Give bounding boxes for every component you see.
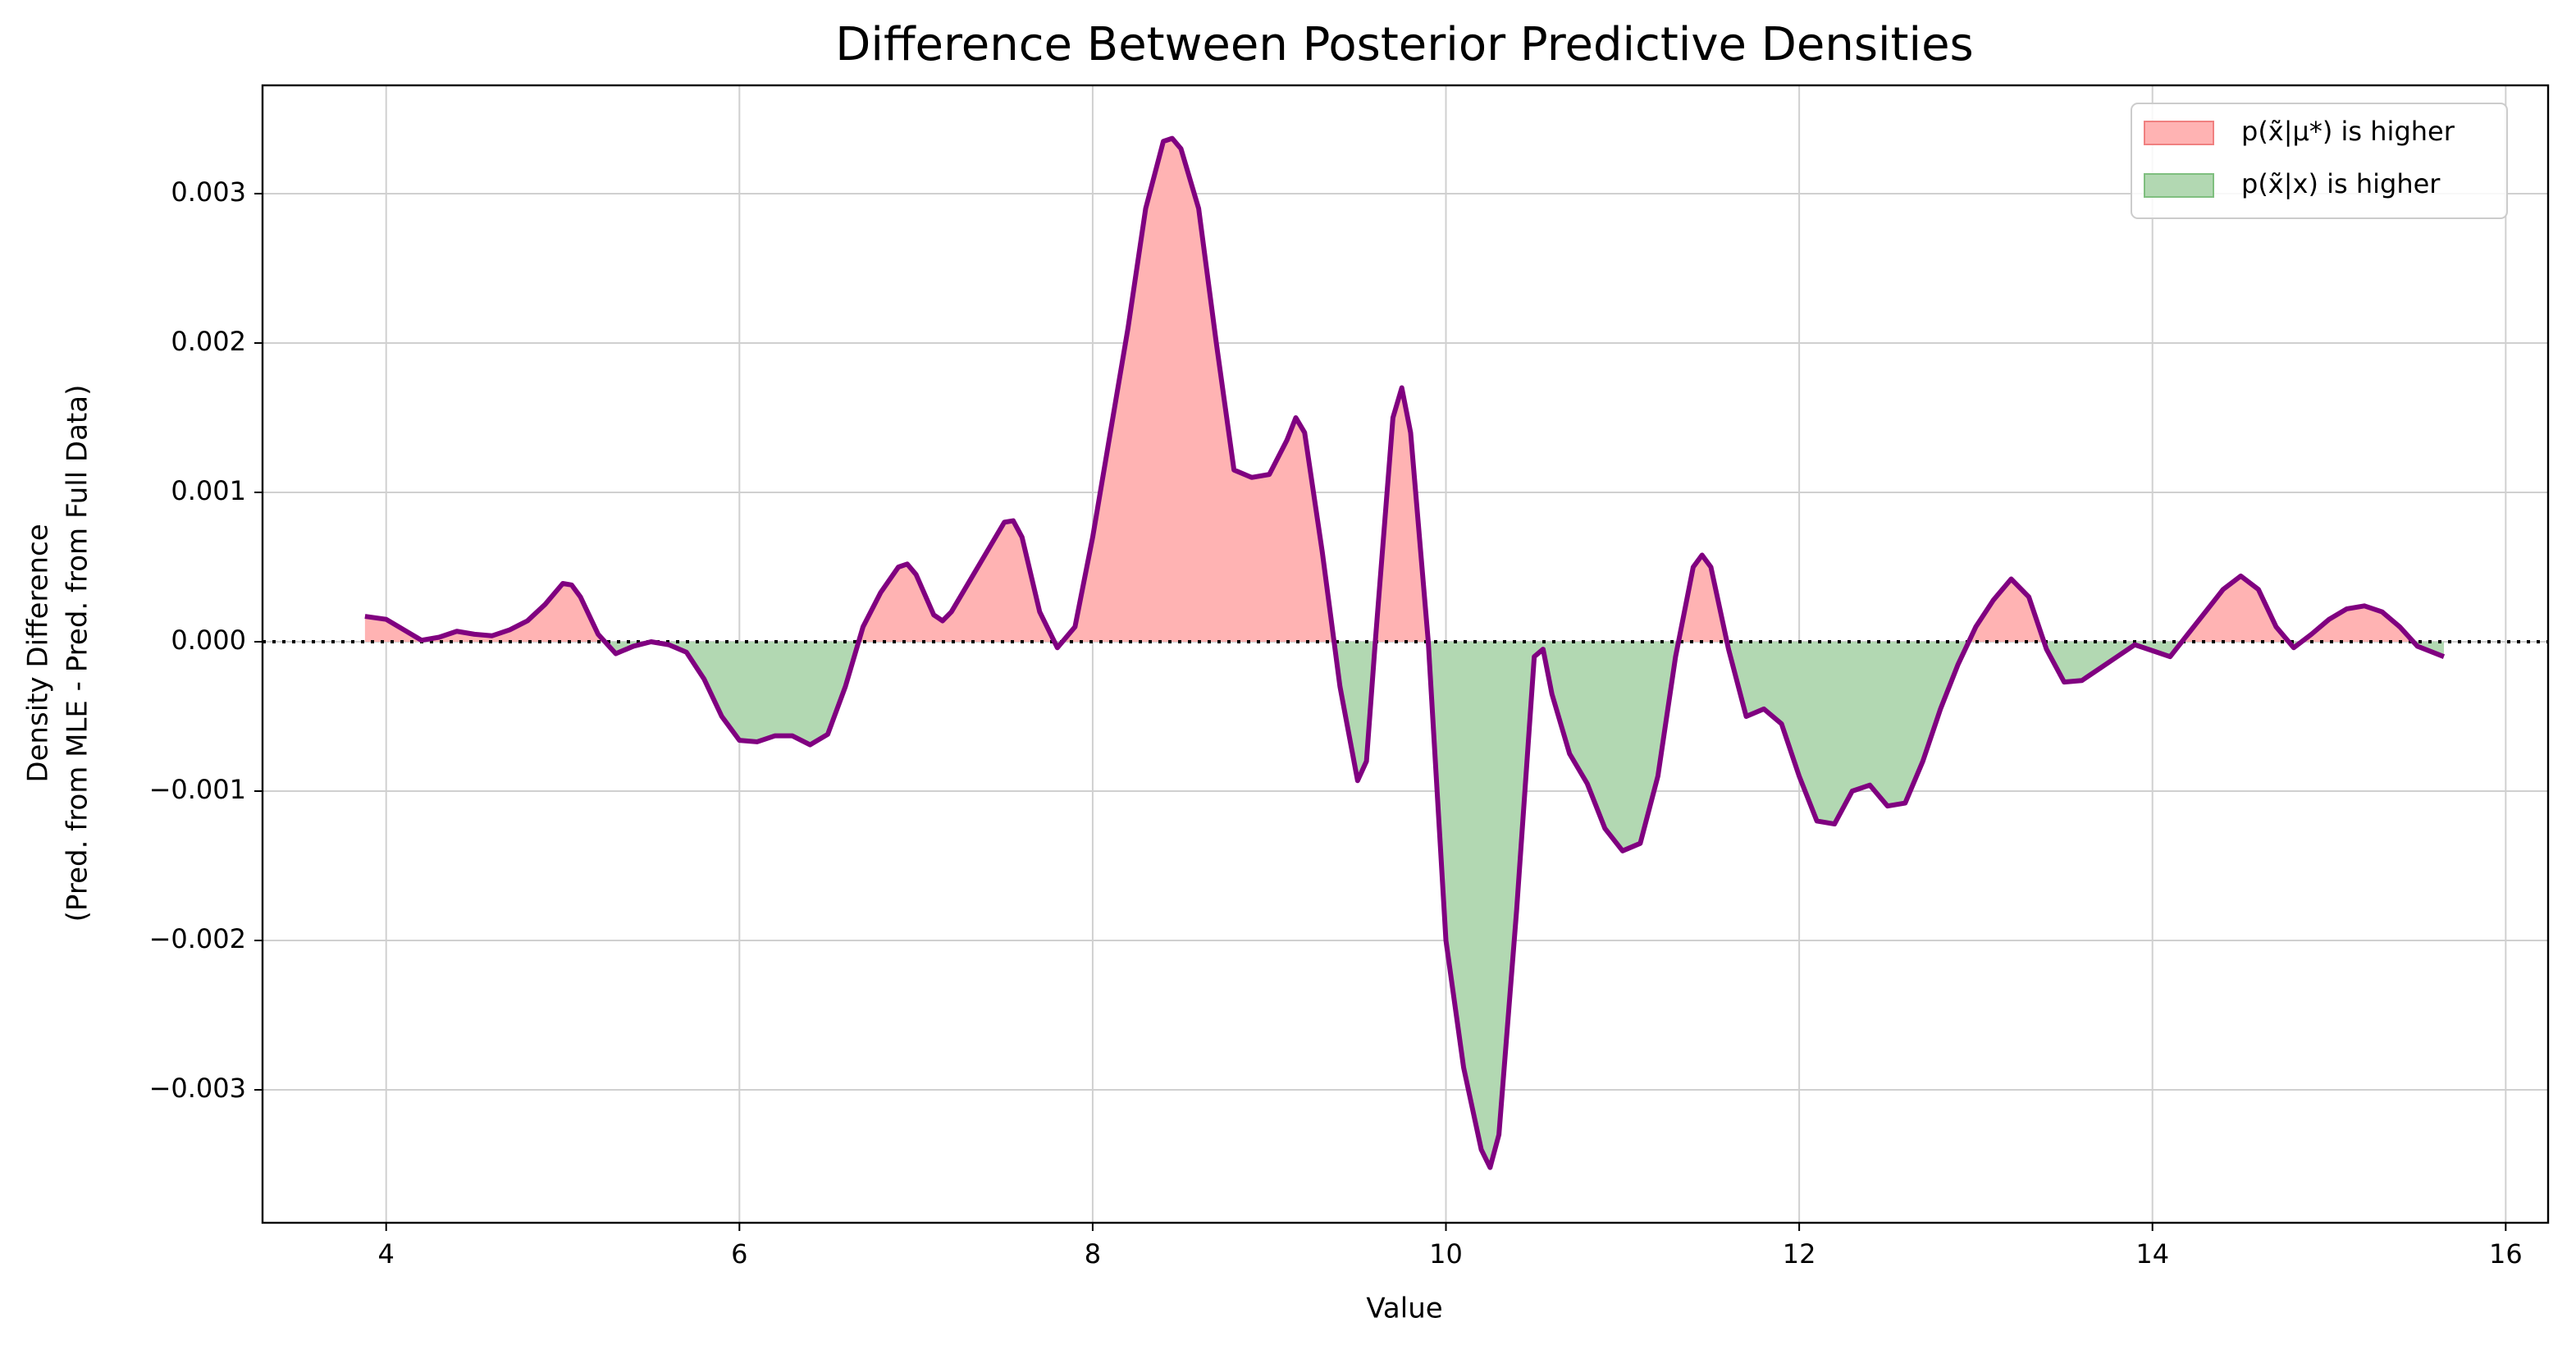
x-tick-label: 12 — [1783, 1238, 1816, 1270]
legend-box — [2131, 103, 2508, 219]
chart-title: Difference Between Posterior Predictive … — [835, 18, 1973, 71]
y-tick-label: −0.003 — [149, 1073, 246, 1104]
legend-label: p(x̃|μ*) is higher — [2241, 116, 2455, 147]
y-tick-label: 0.002 — [171, 326, 246, 357]
legend-label: p(x̃|x) is higher — [2241, 168, 2441, 199]
y-tick-label: 0.000 — [171, 625, 246, 656]
legend-swatch — [2144, 173, 2214, 198]
x-tick-label: 14 — [2135, 1238, 2169, 1270]
x-tick-label: 8 — [1085, 1238, 1101, 1270]
x-axis-label: Value — [1366, 1293, 1442, 1325]
y-tick-label: −0.001 — [149, 774, 246, 805]
legend-swatch — [2144, 121, 2214, 145]
x-tick-label: 4 — [378, 1238, 395, 1270]
area-fill — [605, 641, 2444, 1168]
x-tick-label: 10 — [1429, 1238, 1463, 1270]
area-fill — [364, 138, 2444, 642]
x-tick-label: 16 — [2489, 1238, 2523, 1270]
y-tick-label: 0.003 — [171, 176, 246, 208]
y-axis-label: Density Difference — [22, 524, 55, 782]
y-axis-label: (Pred. from MLE - Pred. from Full Data) — [62, 385, 94, 922]
density-line — [364, 135, 2446, 1170]
y-tick-label: −0.002 — [149, 923, 246, 954]
y-tick-label: 0.001 — [171, 475, 246, 506]
axes-frame — [261, 84, 2550, 1224]
x-tick-label: 6 — [731, 1238, 747, 1270]
